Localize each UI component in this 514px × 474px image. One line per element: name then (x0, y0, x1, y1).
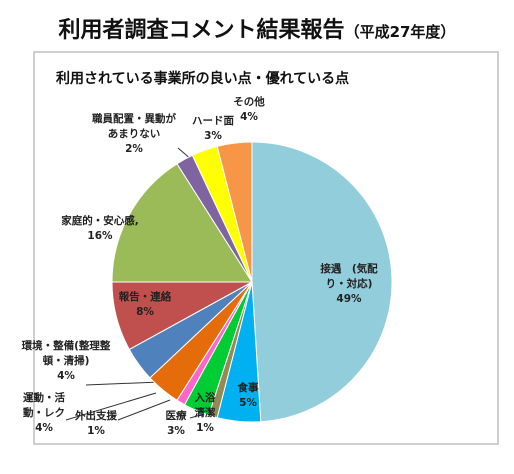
category-label: 職員配置・異動があまりない (92, 113, 176, 140)
value-label: 5% (239, 397, 257, 409)
slice-label: 家庭的・安心感, 16% (56, 214, 144, 244)
slice-label: 接遇 (気配り・対応) 49% (318, 262, 380, 307)
value-label: 49% (336, 293, 362, 305)
value-label: 8% (136, 306, 154, 318)
value-label: 2% (125, 143, 143, 155)
value-label: 3% (167, 425, 185, 437)
value-label: 1% (87, 425, 105, 437)
value-label: 4% (35, 422, 53, 434)
slice-label: 報告・連絡 8% (114, 290, 176, 320)
value-label: 3% (204, 130, 222, 142)
category-label: 接遇 (気配り・対応) (320, 263, 378, 290)
chart-title: 利用されている事業所の良い点・優れている点 (56, 71, 350, 87)
category-label: 環境・整備(整理整頓・清掃) (21, 340, 111, 367)
slice-label: その他 4% (228, 95, 270, 125)
value-label: 16% (87, 230, 113, 242)
category-label: 医療 (165, 410, 187, 422)
leader-line (117, 399, 171, 421)
title-note: （平成27年度） (344, 23, 456, 41)
category-label: ハード面 (192, 115, 234, 127)
pie-slice (216, 141, 253, 283)
slice-label: 環境・整備(整理整頓・清掃) 4% (20, 339, 112, 384)
slice-label: 医療 3% (158, 409, 194, 439)
slice-label: 外出支援 1% (64, 409, 128, 439)
category-label: 運動・活動・レク (23, 392, 65, 419)
category-label: 入浴清潔 (194, 392, 216, 419)
category-label: その他 (233, 96, 265, 108)
leader-line (65, 392, 157, 421)
slice-label: 入浴清潔 1% (190, 391, 220, 436)
value-label: 1% (196, 422, 214, 434)
slice-label: 運動・活動・レク 4% (18, 391, 70, 436)
category-label: 家庭的・安心感, (61, 215, 139, 227)
category-label: 外出支援 (75, 410, 117, 422)
pie-slice (251, 141, 393, 423)
value-label: 4% (57, 370, 75, 382)
category-label: 食事 (237, 382, 259, 394)
title: 利用者調査コメント結果報告（平成27年度） (0, 12, 514, 44)
leader-line (85, 381, 161, 386)
value-label: 4% (240, 111, 258, 123)
slice-label: 職員配置・異動があまりない 2% (92, 112, 176, 157)
slice-label: 食事 5% (228, 381, 268, 411)
category-label: 報告・連絡 (118, 291, 172, 303)
pie-slice (111, 163, 253, 283)
slice-label: ハード面 3% (190, 114, 236, 144)
title-main: 利用者調査コメント結果報告 (58, 18, 345, 43)
